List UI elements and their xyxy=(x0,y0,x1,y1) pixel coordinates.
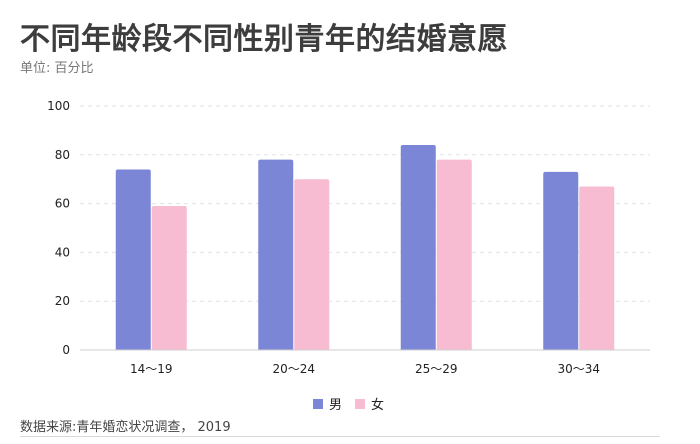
bars xyxy=(115,145,615,350)
bar-female-3[interactable] xyxy=(579,186,615,350)
y-tick-label: 100 xyxy=(47,99,70,113)
x-tick-label: 20～24 xyxy=(272,362,315,376)
data-source-note: 数据来源:青年婚恋状况调查， 2019 xyxy=(20,420,231,435)
y-tick-label: 20 xyxy=(55,294,70,308)
legend-item-male[interactable]: 男 xyxy=(313,398,342,413)
bar-female-0[interactable] xyxy=(151,206,187,350)
chart-subtitle: 单位: 百分比 xyxy=(20,61,94,76)
legend-label: 男 xyxy=(329,398,342,413)
x-tick-label: 30～34 xyxy=(557,362,600,376)
bar-male-3[interactable] xyxy=(543,171,579,350)
legend-label: 女 xyxy=(371,397,384,413)
y-tick-label: 0 xyxy=(62,343,70,357)
y-tick-label: 60 xyxy=(55,197,70,211)
legend-item-female[interactable]: 女 xyxy=(355,397,384,413)
chart-title: 不同年龄段不同性别青年的结婚意愿 xyxy=(20,22,508,57)
y-tick-label: 40 xyxy=(55,245,70,259)
legend-swatch xyxy=(355,399,365,409)
legend[interactable]: 男女 xyxy=(313,397,384,413)
bar-female-2[interactable] xyxy=(436,159,472,350)
bar-male-0[interactable] xyxy=(115,169,151,350)
bar-female-1[interactable] xyxy=(294,179,330,350)
y-axis-ticks: 0 20 40 60 80 100 xyxy=(47,99,70,357)
footer-divider xyxy=(20,436,660,437)
legend-swatch xyxy=(313,399,323,409)
x-axis-ticks: 14～19 20～24 25～29 30～34 xyxy=(130,362,600,376)
bar-male-2[interactable] xyxy=(400,145,436,350)
x-tick-label: 25～29 xyxy=(415,362,458,376)
x-tick-label: 14～19 xyxy=(130,362,173,376)
y-tick-label: 80 xyxy=(55,148,70,162)
bar-male-1[interactable] xyxy=(258,159,294,350)
